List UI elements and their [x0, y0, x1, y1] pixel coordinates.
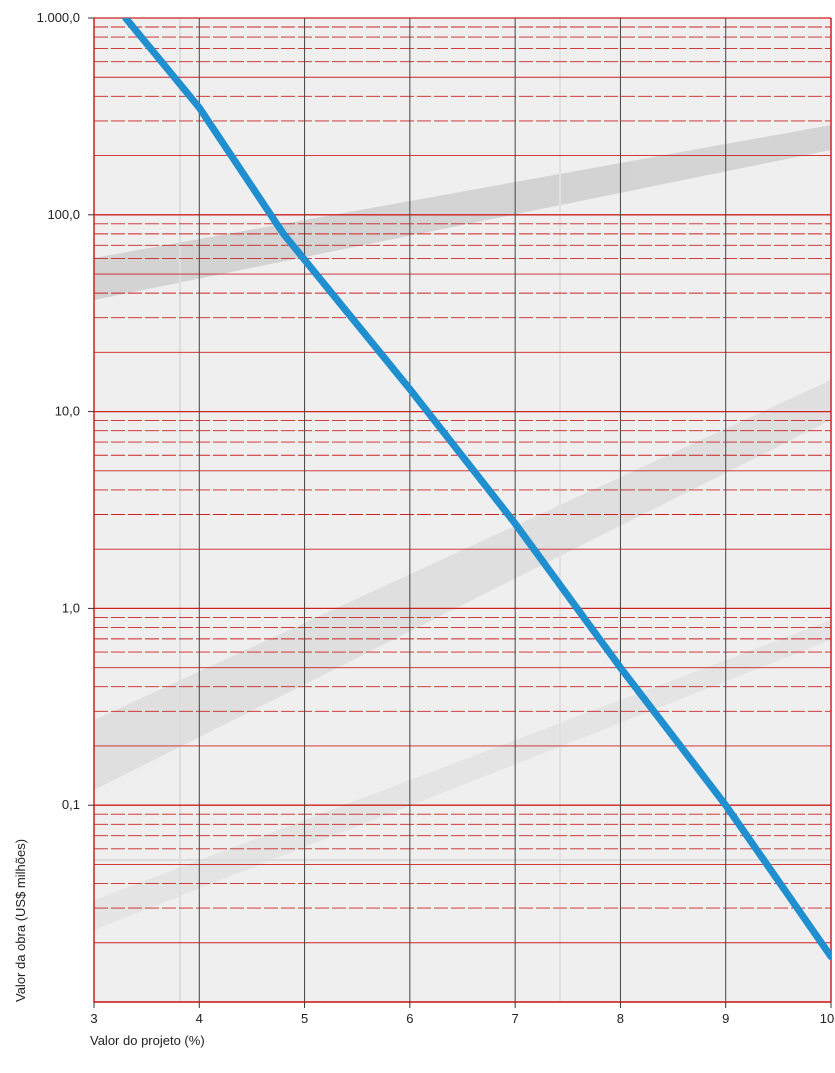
x-tick-label: 3 — [90, 1011, 97, 1026]
x-axis-title: Valor do projeto (%) — [90, 1033, 205, 1048]
x-tick-label: 8 — [617, 1011, 624, 1026]
x-tick-label: 5 — [301, 1011, 308, 1026]
x-tick-label: 10 — [820, 1011, 834, 1026]
y-tick-label: 10,0 — [55, 404, 80, 419]
y-tick-label: 0,1 — [62, 797, 80, 812]
y-tick-label: 1,0 — [62, 600, 80, 615]
x-tick-label: 7 — [512, 1011, 519, 1026]
y-tick-label: 100,0 — [47, 207, 80, 222]
series-line — [122, 18, 831, 961]
x-tick-label: 4 — [196, 1011, 203, 1026]
y-ticks: 0,1 1,0 10,0 100,0 1.000,0 — [37, 10, 94, 812]
x-tick-label: 9 — [722, 1011, 729, 1026]
x-ticks: 3 4 5 6 7 8 9 10 — [90, 1002, 834, 1026]
y-axis-title: Valor da obra (US$ milhões) — [13, 839, 28, 1002]
major-grid — [198, 18, 727, 1002]
minor-grid — [94, 17, 831, 1003]
y-tick-label: 1.000,0 — [37, 10, 80, 25]
plot-background — [94, 18, 831, 1002]
series-layer — [122, 18, 831, 961]
x-tick-label: 6 — [406, 1011, 413, 1026]
